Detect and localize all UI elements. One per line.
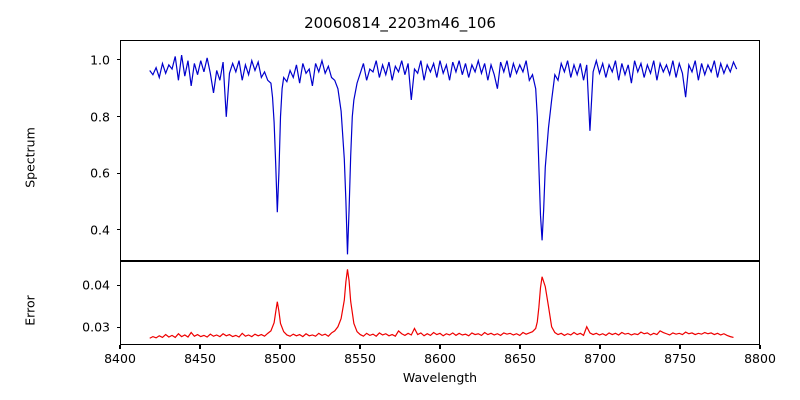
y-tick-mark-spectrum [117,59,121,60]
x-tick-mark [199,345,200,349]
x-tick-mark [119,345,120,349]
y-tick-label-spectrum: 0.8 [50,109,110,124]
y-tick-mark-error [117,327,121,328]
x-tick-mark [519,345,520,349]
error-line-series [121,262,759,344]
x-tick-mark [759,345,760,349]
x-tick-label: 8700 [570,351,630,366]
x-tick-label: 8550 [330,351,390,366]
x-tick-mark [439,345,440,349]
y-tick-mark-spectrum [117,116,121,117]
x-tick-label: 8750 [650,351,710,366]
error-axis-label: Error [23,266,38,356]
spectrum-plot-panel [120,40,760,261]
x-tick-mark [279,345,280,349]
y-tick-label-error: 0.03 [50,320,110,335]
y-tick-label-spectrum: 0.4 [50,222,110,237]
y-tick-label-spectrum: 1.0 [50,52,110,67]
y-tick-mark-spectrum [117,173,121,174]
spectrum-line-series [121,41,759,260]
x-tick-label: 8800 [730,351,790,366]
error-plot-panel [120,261,760,345]
y-tick-label-error: 0.04 [50,278,110,293]
x-tick-label: 8400 [90,351,150,366]
x-axis-label: Wavelength [120,370,760,385]
x-tick-mark [679,345,680,349]
x-tick-mark [599,345,600,349]
chart-title: 20060814_2203m46_106 [0,14,800,32]
x-tick-mark [359,345,360,349]
y-tick-mark-error [117,285,121,286]
y-tick-mark-spectrum [117,229,121,230]
figure-canvas: 20060814_2203m46_106 Spectrum Error Wave… [0,0,800,400]
spectrum-axis-label: Spectrum [23,98,38,218]
x-tick-label: 8450 [170,351,230,366]
y-tick-label-spectrum: 0.6 [50,166,110,181]
x-tick-label: 8500 [250,351,310,366]
x-tick-label: 8650 [490,351,550,366]
x-tick-label: 8600 [410,351,470,366]
